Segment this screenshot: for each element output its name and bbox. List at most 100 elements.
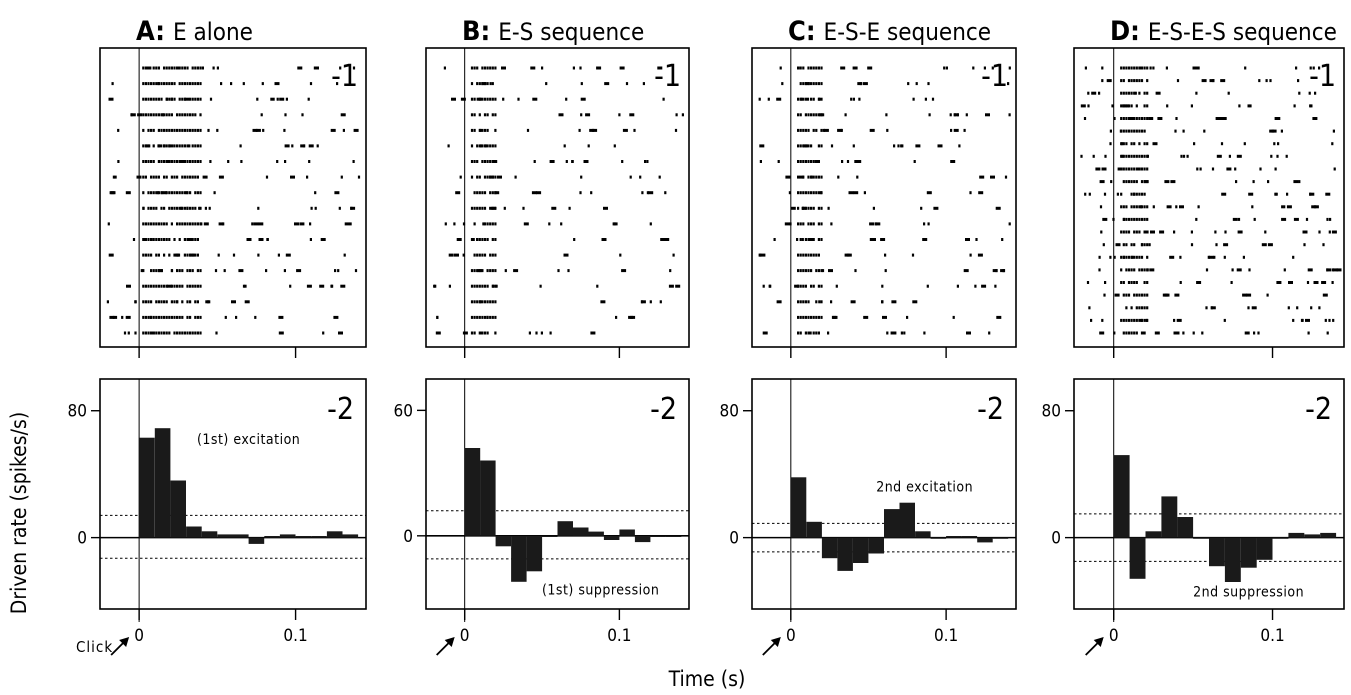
spike <box>797 191 800 195</box>
spike <box>802 191 805 195</box>
spike <box>1249 104 1252 108</box>
spike <box>152 160 155 163</box>
spike <box>1138 205 1141 209</box>
spike <box>1127 180 1131 184</box>
spike <box>279 97 285 101</box>
spike <box>142 97 145 101</box>
spike <box>1130 331 1133 335</box>
spike <box>881 300 884 304</box>
spike <box>549 331 552 335</box>
spike <box>186 113 189 117</box>
spike <box>196 300 199 304</box>
spike <box>142 160 145 163</box>
spike <box>253 222 259 226</box>
spike <box>1103 293 1106 297</box>
spike <box>817 238 820 241</box>
spike <box>1127 217 1131 221</box>
annotation: 2nd suppression <box>1193 584 1304 600</box>
spike <box>856 175 859 179</box>
bar <box>790 477 807 538</box>
spike <box>481 128 484 132</box>
spike <box>150 128 153 132</box>
spike <box>1326 217 1329 221</box>
spike <box>142 315 145 319</box>
spike <box>150 206 153 210</box>
spike <box>817 284 820 288</box>
spike <box>1002 269 1005 273</box>
spike <box>163 300 166 304</box>
spike <box>1133 192 1136 196</box>
arrow-head <box>1093 637 1104 647</box>
spike <box>199 66 202 70</box>
spike <box>173 191 176 195</box>
spike <box>478 113 481 117</box>
spike <box>648 191 654 195</box>
bar <box>526 535 543 572</box>
spike <box>168 206 171 210</box>
spike <box>1143 129 1146 133</box>
spike <box>549 160 555 163</box>
spike <box>194 284 197 288</box>
spike <box>218 175 224 179</box>
spike <box>1205 268 1209 272</box>
spike <box>251 222 254 226</box>
spike <box>804 238 807 241</box>
spike <box>196 82 199 86</box>
spike <box>1122 293 1125 297</box>
spike <box>952 315 955 319</box>
spike <box>815 66 818 70</box>
spike <box>227 160 230 163</box>
spike <box>176 128 179 132</box>
spike <box>130 113 133 117</box>
spike <box>483 206 487 210</box>
spike <box>1139 66 1142 70</box>
spike <box>1192 66 1198 70</box>
spike <box>470 238 474 241</box>
bar <box>992 537 1009 539</box>
spike <box>820 222 823 226</box>
spike <box>1127 230 1131 234</box>
spike <box>470 113 474 117</box>
spike <box>199 284 202 288</box>
spike <box>1104 154 1107 158</box>
spike <box>476 97 482 101</box>
spike <box>163 331 166 335</box>
spike <box>155 66 158 70</box>
bar <box>495 535 512 547</box>
spike <box>157 82 160 86</box>
spike <box>926 284 929 288</box>
spike <box>629 175 632 179</box>
spike <box>199 331 202 335</box>
spike <box>142 82 145 86</box>
spike <box>953 128 959 132</box>
spike <box>1210 306 1216 310</box>
spike <box>1133 281 1136 284</box>
spike <box>797 144 800 148</box>
spike <box>810 315 813 319</box>
spike <box>661 238 667 241</box>
spike <box>1140 66 1144 70</box>
spike <box>797 300 800 304</box>
spike <box>284 144 290 148</box>
bar <box>946 536 962 538</box>
spike <box>1309 66 1312 70</box>
spike <box>157 113 160 117</box>
corner-label: -2 <box>650 392 677 427</box>
bar <box>806 521 822 538</box>
spike <box>173 160 176 163</box>
spike <box>163 113 166 117</box>
spike <box>1307 268 1313 272</box>
spike <box>476 238 479 241</box>
spike <box>613 144 616 148</box>
spike <box>447 144 450 148</box>
spike <box>1135 180 1138 184</box>
spike <box>208 206 211 210</box>
spike <box>339 66 342 70</box>
spike <box>885 113 888 117</box>
spike <box>1120 117 1123 120</box>
spike <box>799 66 802 70</box>
spike <box>1267 180 1270 184</box>
spike <box>1135 293 1138 297</box>
spike <box>818 97 821 101</box>
bars <box>464 448 682 582</box>
